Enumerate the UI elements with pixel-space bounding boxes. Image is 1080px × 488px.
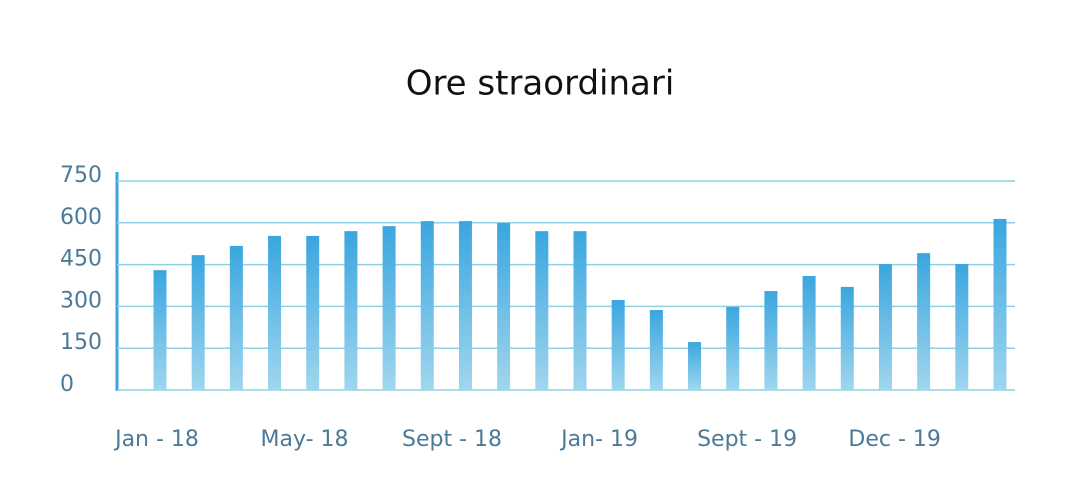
x-tick-label: Sept - 18 bbox=[402, 427, 502, 452]
y-tick-label: 600 bbox=[60, 205, 102, 230]
bar bbox=[802, 276, 816, 390]
x-tick-label: Jan - 18 bbox=[113, 427, 199, 452]
bar bbox=[878, 264, 892, 390]
bar bbox=[191, 255, 205, 390]
bar bbox=[420, 221, 434, 390]
x-tick-label: Sept - 19 bbox=[697, 427, 797, 452]
bar bbox=[344, 231, 358, 390]
y-tick-label: 750 bbox=[60, 163, 102, 188]
x-tick-label: Dec - 19 bbox=[848, 427, 941, 452]
bar bbox=[611, 299, 625, 390]
bar bbox=[382, 226, 396, 390]
bar bbox=[535, 231, 549, 390]
bar bbox=[458, 221, 472, 390]
bar bbox=[764, 291, 778, 390]
bar bbox=[268, 235, 282, 390]
bar bbox=[917, 253, 931, 390]
bar bbox=[306, 235, 320, 390]
bar bbox=[726, 306, 740, 390]
y-tick-label: 300 bbox=[60, 288, 102, 313]
bar bbox=[497, 223, 511, 390]
bar bbox=[955, 264, 969, 390]
bar bbox=[993, 218, 1007, 390]
bar bbox=[649, 310, 663, 390]
y-tick-label: 450 bbox=[60, 247, 102, 272]
bar bbox=[688, 342, 702, 390]
chart-title: Ore straordinari bbox=[406, 64, 675, 104]
bar bbox=[573, 231, 587, 390]
bar bbox=[229, 245, 243, 390]
x-tick-label: Jan- 19 bbox=[559, 427, 638, 452]
y-tick-label: 150 bbox=[60, 330, 102, 355]
bar bbox=[153, 270, 167, 390]
bar bbox=[840, 286, 854, 390]
x-tick-label: May- 18 bbox=[261, 427, 349, 452]
y-tick-label: 0 bbox=[60, 372, 74, 397]
